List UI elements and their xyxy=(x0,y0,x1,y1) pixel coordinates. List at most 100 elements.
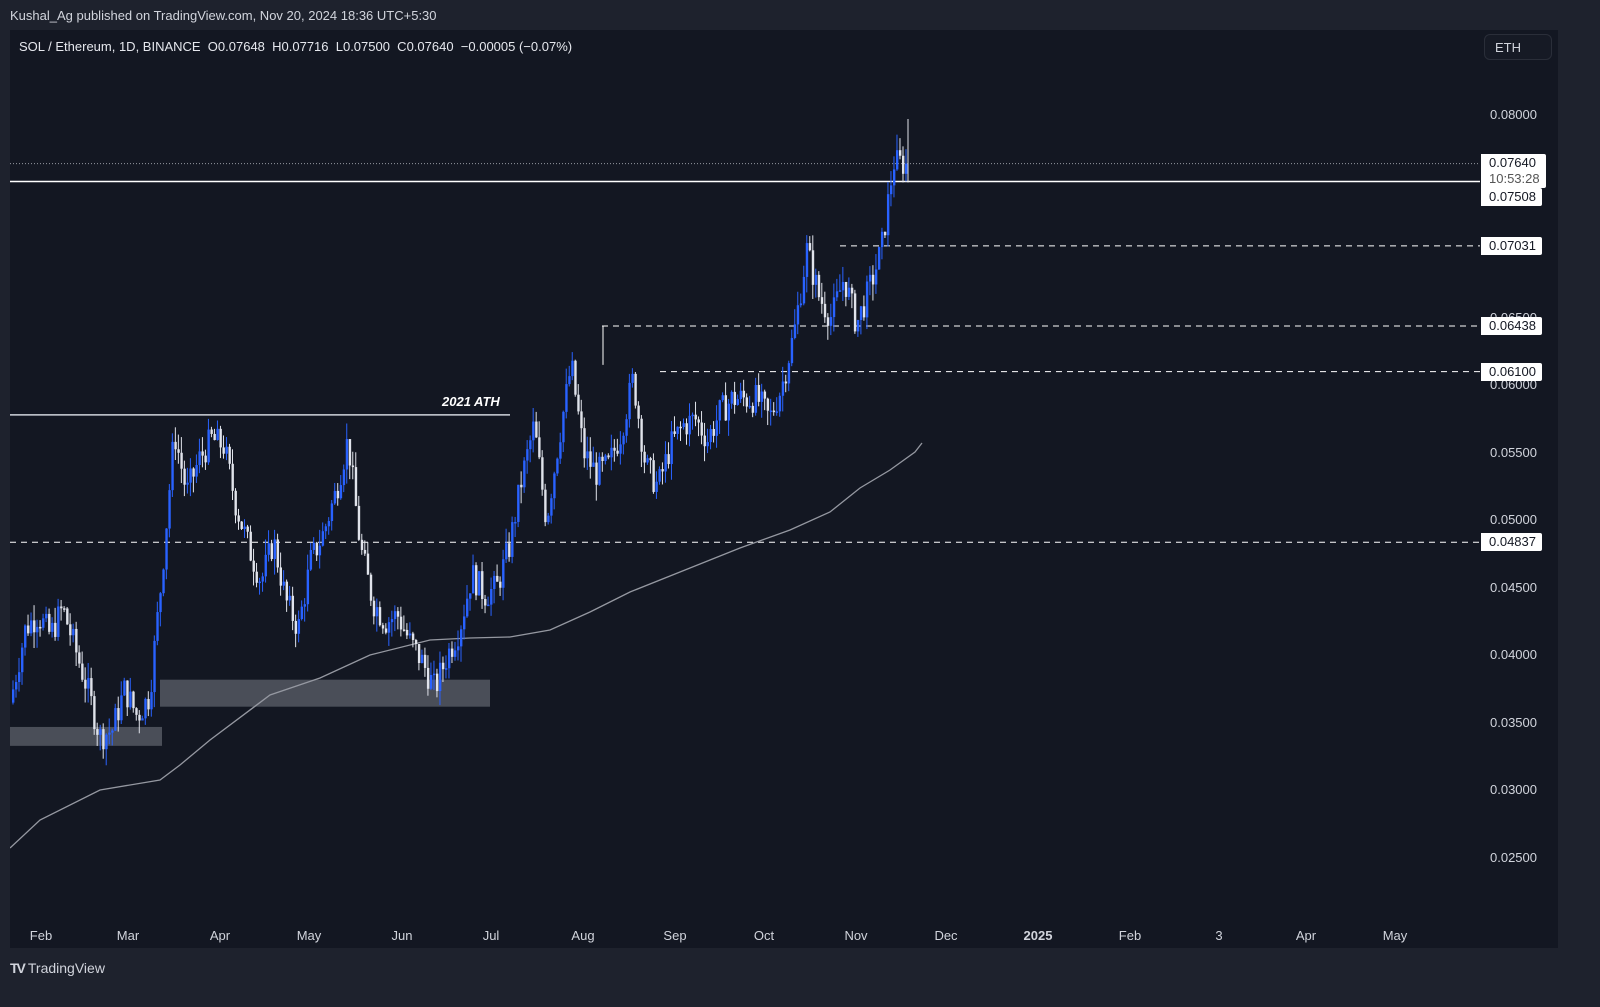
candle xyxy=(487,604,490,607)
candle xyxy=(354,467,358,506)
candle xyxy=(685,423,688,435)
candle xyxy=(556,458,559,474)
chart-frame[interactable] xyxy=(10,30,1558,948)
candle xyxy=(351,465,355,468)
candle xyxy=(444,668,448,670)
candle xyxy=(129,691,132,708)
candle xyxy=(883,231,887,236)
candle xyxy=(156,612,159,641)
candle xyxy=(423,654,427,668)
candle xyxy=(240,521,243,529)
candle xyxy=(45,613,48,619)
candle xyxy=(399,616,403,630)
candle xyxy=(141,718,144,721)
candle xyxy=(577,394,580,412)
candle xyxy=(51,622,54,632)
candle xyxy=(276,539,279,568)
candle xyxy=(114,708,117,731)
candle xyxy=(844,281,848,297)
price-chart[interactable] xyxy=(10,30,1558,948)
level-label-06438: 0.06438 xyxy=(1481,317,1542,335)
candle xyxy=(700,422,703,436)
candle xyxy=(75,628,78,653)
candle xyxy=(571,360,574,377)
candle xyxy=(12,689,15,703)
candle xyxy=(790,337,794,364)
tradingview-brand[interactable]: TV TradingView xyxy=(10,960,105,976)
price-tick: 0.04500 xyxy=(1490,579,1537,595)
candle xyxy=(81,663,84,680)
candle xyxy=(207,429,210,463)
level-label-04837: 0.04837 xyxy=(1481,533,1542,551)
candle xyxy=(384,628,388,633)
candle xyxy=(835,291,839,298)
candle xyxy=(27,625,30,634)
currency-button[interactable]: ETH xyxy=(1484,34,1552,60)
candle xyxy=(706,442,709,447)
candle xyxy=(261,576,264,582)
candle xyxy=(132,691,135,709)
candle xyxy=(96,729,99,735)
candle xyxy=(472,565,475,594)
candle xyxy=(589,451,592,467)
candle xyxy=(880,231,884,248)
candle xyxy=(69,624,72,636)
candle xyxy=(165,528,168,570)
candle xyxy=(111,730,114,733)
candle xyxy=(802,276,806,304)
candle xyxy=(171,441,174,491)
candle xyxy=(895,150,899,170)
candle xyxy=(625,419,628,436)
candle xyxy=(42,618,45,628)
candle xyxy=(532,421,535,441)
candle xyxy=(450,648,454,657)
price-tick: 0.04000 xyxy=(1490,647,1537,663)
candle xyxy=(661,469,664,472)
candle xyxy=(538,437,541,458)
candle xyxy=(505,543,508,560)
candle xyxy=(529,440,532,450)
candle xyxy=(637,405,640,419)
candle xyxy=(201,451,204,456)
candle xyxy=(754,385,758,413)
candle xyxy=(72,628,75,636)
candle xyxy=(99,729,102,735)
candle xyxy=(90,678,93,697)
candle xyxy=(757,385,761,402)
candle xyxy=(688,415,691,435)
candle xyxy=(204,455,207,463)
candle xyxy=(321,531,325,546)
candle xyxy=(664,454,667,472)
candle xyxy=(553,473,556,499)
candle xyxy=(147,698,150,710)
candle xyxy=(781,381,785,396)
level-label-07031: 0.07031 xyxy=(1481,237,1542,255)
candle xyxy=(195,465,198,477)
price-tick: 0.03500 xyxy=(1490,714,1537,730)
candle xyxy=(769,410,773,413)
candle xyxy=(856,320,860,332)
candle xyxy=(469,593,472,599)
candle xyxy=(616,450,619,454)
candle xyxy=(417,644,421,664)
candle xyxy=(372,600,376,617)
candle xyxy=(288,595,292,601)
candle xyxy=(144,698,147,719)
candle xyxy=(105,734,108,750)
candle xyxy=(877,247,881,270)
candle xyxy=(342,469,346,486)
candle xyxy=(285,581,289,601)
candle xyxy=(847,287,851,297)
candle xyxy=(237,515,240,522)
candle xyxy=(580,411,583,429)
candle xyxy=(84,679,87,689)
candle xyxy=(30,620,33,634)
candle xyxy=(793,324,797,338)
candle xyxy=(811,250,815,285)
candle xyxy=(426,667,430,689)
last-price-label: 0.07640 10:53:28 xyxy=(1481,154,1546,188)
candle xyxy=(823,303,827,318)
candle xyxy=(102,729,105,750)
candle xyxy=(742,390,746,398)
candle xyxy=(697,419,700,423)
